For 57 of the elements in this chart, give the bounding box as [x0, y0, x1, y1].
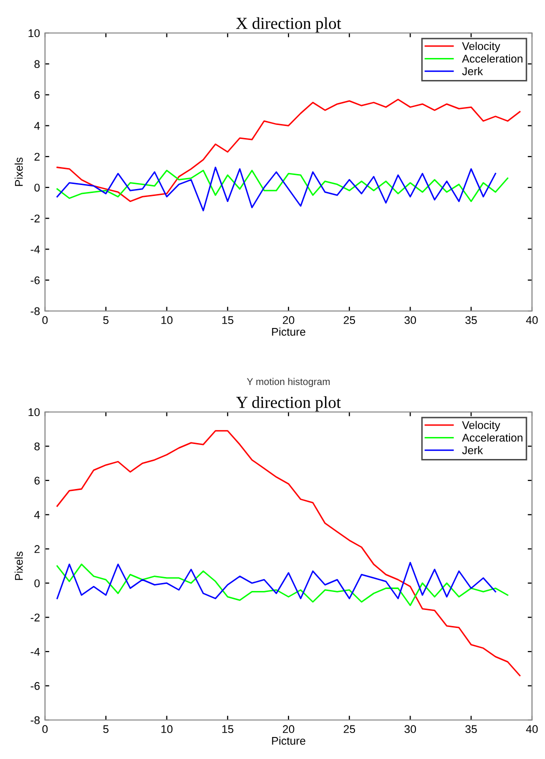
legend-label: Acceleration	[462, 54, 522, 63]
y-tick-label: 8	[34, 60, 40, 68]
legend-label: Velocity	[462, 420, 500, 432]
line-series	[56, 430, 521, 676]
y-tick-label: -2	[30, 614, 40, 622]
x-tick-label: 20	[282, 316, 294, 324]
y-axis-title: Pixels	[14, 552, 23, 580]
legend-label: Jerk	[462, 67, 483, 76]
chart-title: Y direction plot	[236, 396, 341, 412]
y-axis-title: Pixels	[14, 158, 23, 186]
x-tick-label: 30	[404, 316, 416, 324]
line-series	[56, 98, 521, 202]
x-tick-label: 35	[465, 725, 477, 734]
y-tick-label: 2	[34, 152, 40, 161]
y-tick-label: 2	[34, 545, 40, 553]
x-tick-label: 5	[103, 725, 108, 734]
y-tick-label: -8	[30, 307, 40, 316]
legend-label: Acceleration	[462, 433, 522, 442]
x-axis-title: Picture	[272, 328, 306, 336]
x-axis-title: Picture	[272, 736, 306, 745]
x-tick-label: 25	[344, 725, 356, 734]
line-series	[56, 166, 496, 212]
y-tick-label: 0	[34, 579, 40, 588]
legend-label: Jerk	[462, 446, 483, 454]
y-tick-label: 8	[34, 442, 40, 450]
line-series	[56, 564, 508, 606]
chart-subtitle: Y motion histogram	[246, 378, 330, 387]
x-tick-label: 0	[42, 316, 48, 324]
y-tick-label: -4	[30, 246, 40, 254]
x-tick-label: 15	[222, 725, 234, 734]
x-tick-label: 0	[42, 725, 48, 734]
y-tick-label: 4	[34, 122, 40, 130]
x-tick-label: 15	[222, 316, 234, 324]
x-tick-label: 40	[526, 316, 538, 324]
x-tick-label: 10	[161, 725, 172, 734]
x-tick-label: 25	[344, 316, 356, 324]
y-tick-label: -2	[30, 214, 40, 222]
y-tick-label: -4	[30, 648, 40, 656]
x-tick-label: 30	[404, 725, 416, 734]
legend-label: Velocity	[462, 42, 500, 52]
y-tick-label: -6	[30, 276, 40, 284]
y-tick-label: -6	[30, 682, 40, 690]
x-tick-label: 5	[103, 316, 108, 324]
y-tick-label: 10	[28, 408, 40, 416]
y-tick-label: -8	[30, 716, 40, 724]
y-tick-label: 4	[34, 511, 40, 519]
chart-title: X direction plot	[236, 17, 342, 32]
y-tick-label: 0	[34, 184, 40, 192]
x-tick-label: 35	[465, 316, 477, 324]
line-series	[56, 562, 496, 600]
x-tick-label: 10	[161, 316, 172, 324]
y-tick-label: 10	[28, 29, 40, 38]
line-series	[56, 170, 508, 202]
x-tick-label: 40	[526, 725, 538, 734]
x-tick-label: 20	[282, 725, 294, 734]
y-tick-label: 6	[34, 476, 40, 485]
y-tick-label: 6	[34, 91, 40, 99]
